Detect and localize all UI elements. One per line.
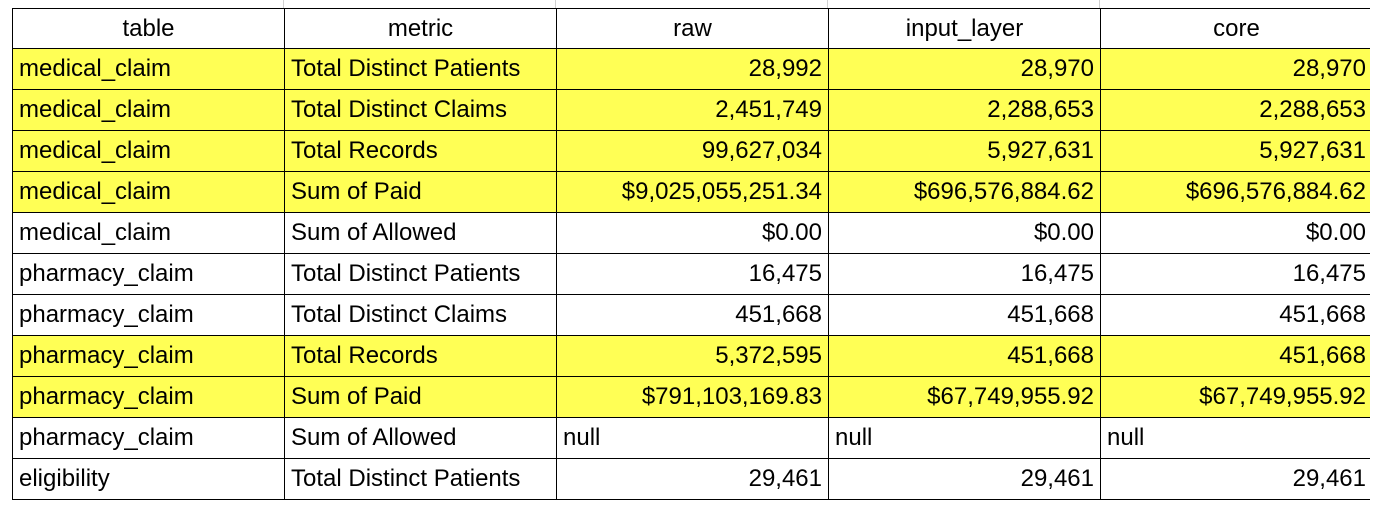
cell-raw[interactable]: $791,103,169.83 <box>556 376 829 418</box>
cell-core[interactable]: 29,461 <box>1100 458 1373 500</box>
cell-metric[interactable]: Total Records <box>284 130 557 172</box>
table-row: pharmacy_claim Total Records 5,372,595 451,… <box>12 335 1373 377</box>
cell-table[interactable]: medical_claim <box>12 212 285 254</box>
cell-core[interactable]: 28,970 <box>1100 48 1373 90</box>
header-cell-core[interactable]: core <box>1100 8 1373 49</box>
metrics-table: table metric raw input_layer core medica… <box>12 8 1373 500</box>
cell-raw[interactable]: $9,025,055,251.34 <box>556 171 829 213</box>
cell-core[interactable]: $0.00 <box>1100 212 1373 254</box>
cell-raw[interactable]: $0.00 <box>556 212 829 254</box>
cell-table[interactable]: medical_claim <box>12 171 285 213</box>
cell-metric[interactable]: Sum of Paid <box>284 376 557 418</box>
column-gridline <box>1099 0 1100 8</box>
cell-raw[interactable]: 451,668 <box>556 294 829 336</box>
cell-input-layer[interactable]: 28,970 <box>828 48 1101 90</box>
cell-table[interactable]: pharmacy_claim <box>12 376 285 418</box>
cell-input-layer[interactable]: 2,288,653 <box>828 89 1101 131</box>
cell-raw[interactable]: null <box>556 417 829 459</box>
cell-metric[interactable]: Total Distinct Claims <box>284 294 557 336</box>
table-row: medical_claim Total Records 99,627,034 5,92… <box>12 130 1373 172</box>
cell-input-layer[interactable]: 451,668 <box>828 335 1101 377</box>
header-cell-metric[interactable]: metric <box>284 8 557 49</box>
table-row: medical_claim Sum of Allowed $0.00 $0.00 $0.… <box>12 212 1373 254</box>
header-cell-input-layer[interactable]: input_layer <box>828 8 1101 49</box>
table-row: pharmacy_claim Sum of Paid $791,103,169.83… <box>12 376 1373 418</box>
cell-raw[interactable]: 99,627,034 <box>556 130 829 172</box>
cell-table[interactable]: medical_claim <box>12 130 285 172</box>
cell-input-layer[interactable]: 16,475 <box>828 253 1101 295</box>
cell-table[interactable]: pharmacy_claim <box>12 335 285 377</box>
table-body: medical_claim Total Distinct Patients 28,9… <box>12 48 1373 500</box>
table-row: medical_claim Total Distinct Patients 28,9… <box>12 48 1373 90</box>
cell-raw[interactable]: 28,992 <box>556 48 829 90</box>
table-row: medical_claim Total Distinct Claims 2,451,… <box>12 89 1373 131</box>
cell-table[interactable]: pharmacy_claim <box>12 253 285 295</box>
cell-metric[interactable]: Total Records <box>284 335 557 377</box>
cell-core[interactable]: 451,668 <box>1100 335 1373 377</box>
cell-input-layer[interactable]: null <box>828 417 1101 459</box>
cell-core[interactable]: 451,668 <box>1100 294 1373 336</box>
sheet-edge <box>1370 0 1380 516</box>
cell-metric[interactable]: Sum of Allowed <box>284 212 557 254</box>
header-row: table metric raw input_layer core <box>12 8 1373 49</box>
cell-input-layer[interactable]: $0.00 <box>828 212 1101 254</box>
cell-input-layer[interactable]: 29,461 <box>828 458 1101 500</box>
cell-metric[interactable]: Sum of Allowed <box>284 417 557 459</box>
cell-table[interactable]: medical_claim <box>12 89 285 131</box>
cell-table[interactable]: eligibility <box>12 458 285 500</box>
cell-table[interactable]: pharmacy_claim <box>12 294 285 336</box>
cell-raw[interactable]: 5,372,595 <box>556 335 829 377</box>
cell-input-layer[interactable]: $696,576,884.62 <box>828 171 1101 213</box>
table-row: pharmacy_claim Total Distinct Claims 451,6… <box>12 294 1373 336</box>
cell-raw[interactable]: 2,451,749 <box>556 89 829 131</box>
column-gridline <box>555 0 556 8</box>
cell-metric[interactable]: Total Distinct Claims <box>284 89 557 131</box>
cell-metric[interactable]: Total Distinct Patients <box>284 253 557 295</box>
cell-core[interactable]: null <box>1100 417 1373 459</box>
cell-input-layer[interactable]: 5,927,631 <box>828 130 1101 172</box>
cell-table[interactable]: pharmacy_claim <box>12 417 285 459</box>
table-row: medical_claim Sum of Paid $9,025,055,251.3… <box>12 171 1373 213</box>
cell-input-layer[interactable]: $67,749,955.92 <box>828 376 1101 418</box>
table-row: pharmacy_claim Total Distinct Patients 16,… <box>12 253 1373 295</box>
cell-table[interactable]: medical_claim <box>12 48 285 90</box>
cell-core[interactable]: 16,475 <box>1100 253 1373 295</box>
column-gridline <box>827 0 828 8</box>
cell-metric[interactable]: Sum of Paid <box>284 171 557 213</box>
column-gridline <box>283 0 284 8</box>
cell-metric[interactable]: Total Distinct Patients <box>284 48 557 90</box>
table-row: eligibility Total Distinct Patients 29,461… <box>12 458 1373 500</box>
cell-core[interactable]: $67,749,955.92 <box>1100 376 1373 418</box>
cell-input-layer[interactable]: 451,668 <box>828 294 1101 336</box>
cell-metric[interactable]: Total Distinct Patients <box>284 458 557 500</box>
cell-core[interactable]: $696,576,884.62 <box>1100 171 1373 213</box>
cell-core[interactable]: 2,288,653 <box>1100 89 1373 131</box>
cell-core[interactable]: 5,927,631 <box>1100 130 1373 172</box>
table-row: pharmacy_claim Sum of Allowed null null null <box>12 417 1373 459</box>
header-cell-raw[interactable]: raw <box>556 8 829 49</box>
header-cell-table[interactable]: table <box>12 8 285 49</box>
cell-raw[interactable]: 29,461 <box>556 458 829 500</box>
cell-raw[interactable]: 16,475 <box>556 253 829 295</box>
